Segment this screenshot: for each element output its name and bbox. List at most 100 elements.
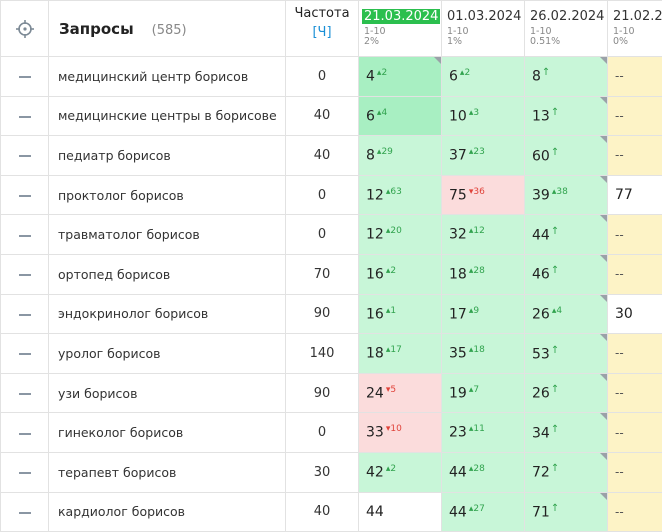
position-cell[interactable]: 8↑	[525, 57, 608, 97]
position-cell[interactable]: 12▴63	[359, 175, 442, 215]
position-value: --	[615, 346, 624, 360]
position-cell[interactable]: 6▴4	[359, 96, 442, 136]
query-text[interactable]: узи борисов	[49, 373, 286, 413]
position-value: --	[615, 386, 624, 400]
position-cell[interactable]: 17▴9	[442, 294, 525, 334]
frequency-unit-link[interactable]: [Ч]	[286, 25, 358, 40]
position-cell[interactable]: 12▴20	[359, 215, 442, 255]
position-value: 44	[449, 465, 467, 481]
position-cell[interactable]: 24▾5	[359, 373, 442, 413]
position-cell[interactable]: 39▴38	[525, 175, 608, 215]
position-cell[interactable]: --	[608, 215, 662, 255]
position-cell[interactable]: 19▴7	[442, 373, 525, 413]
position-cell[interactable]: 18▴17	[359, 334, 442, 374]
position-cell[interactable]: --	[608, 254, 662, 294]
delta-badge: ▴28	[469, 266, 485, 276]
position-value: 35	[449, 346, 467, 362]
position-cell[interactable]: 44↑	[525, 215, 608, 255]
position-cell[interactable]: 42▴2	[359, 452, 442, 492]
query-text[interactable]: медицинский центр борисов	[49, 57, 286, 97]
position-cell[interactable]: 53↑	[525, 334, 608, 374]
query-text[interactable]: гинеколог борисов	[49, 413, 286, 453]
position-cell[interactable]: --	[608, 413, 662, 453]
minus-icon[interactable]	[19, 393, 31, 395]
position-cell[interactable]: 60↑	[525, 136, 608, 176]
position-cell[interactable]: 23▴11	[442, 413, 525, 453]
position-cell[interactable]: --	[608, 373, 662, 413]
position-delta: 1	[390, 306, 396, 316]
position-cell[interactable]: 35▴18	[442, 334, 525, 374]
minus-icon[interactable]	[19, 195, 31, 197]
position-value: 19	[449, 385, 467, 401]
header-row: Запросы(585) Частота [Ч] 21.03.2024 1-10…	[1, 1, 662, 57]
minus-icon[interactable]	[19, 353, 31, 355]
minus-icon[interactable]	[19, 274, 31, 276]
position-cell[interactable]: 37▴23	[442, 136, 525, 176]
minus-icon[interactable]	[19, 512, 31, 514]
position-cell[interactable]: 34↑	[525, 413, 608, 453]
minus-icon[interactable]	[19, 433, 31, 435]
date-header-3[interactable]: 21.02.2024 1-100%	[608, 1, 662, 57]
position-cell[interactable]: 26▴4	[525, 294, 608, 334]
minus-icon[interactable]	[19, 76, 31, 78]
position-cell[interactable]: 77	[608, 175, 662, 215]
row-action-cell	[1, 294, 49, 334]
position-cell[interactable]: 13↑	[525, 96, 608, 136]
position-cell[interactable]: 75▾36	[442, 175, 525, 215]
minus-icon[interactable]	[19, 235, 31, 237]
query-text[interactable]: травматолог борисов	[49, 215, 286, 255]
query-text[interactable]: уролог борисов	[49, 334, 286, 374]
query-text[interactable]: проктолог борисов	[49, 175, 286, 215]
minus-icon[interactable]	[19, 314, 31, 316]
position-cell[interactable]: 33▾10	[359, 413, 442, 453]
position-value: 18	[449, 267, 467, 283]
arrow-up-icon: ↑	[551, 226, 559, 237]
position-cell[interactable]: 6▴2	[442, 57, 525, 97]
delta-badge: ▴3	[469, 108, 479, 118]
position-cell[interactable]: 8▴29	[359, 136, 442, 176]
query-text[interactable]: педиатр борисов	[49, 136, 286, 176]
position-value: 26	[532, 306, 550, 322]
date-label: 21.03.2024	[362, 9, 440, 24]
position-cell[interactable]: 26↑	[525, 373, 608, 413]
minus-icon[interactable]	[19, 116, 31, 118]
position-cell[interactable]: 32▴12	[442, 215, 525, 255]
position-cell[interactable]: 72↑	[525, 452, 608, 492]
position-cell[interactable]: 30	[608, 294, 662, 334]
minus-icon[interactable]	[19, 472, 31, 474]
frequency-header[interactable]: Частота [Ч]	[286, 1, 359, 57]
position-cell[interactable]: --	[608, 96, 662, 136]
query-text[interactable]: терапевт борисов	[49, 452, 286, 492]
position-cell[interactable]: --	[608, 136, 662, 176]
position-cell[interactable]: 16▴2	[359, 254, 442, 294]
position-cell[interactable]: --	[608, 57, 662, 97]
position-cell[interactable]: 4▴2	[359, 57, 442, 97]
query-text[interactable]: эндокринолог борисов	[49, 294, 286, 334]
crosshair-icon[interactable]	[16, 20, 34, 38]
row-action-cell	[1, 413, 49, 453]
position-cell[interactable]: 10▴3	[442, 96, 525, 136]
position-cell[interactable]: 16▴1	[359, 294, 442, 334]
query-text[interactable]: медицинские центры в борисове	[49, 96, 286, 136]
arrow-up-icon: ↑	[551, 424, 559, 435]
queries-header[interactable]: Запросы(585)	[49, 1, 286, 57]
position-value: 37	[449, 148, 467, 164]
position-cell[interactable]: 44▴28	[442, 452, 525, 492]
query-text[interactable]: ортопед борисов	[49, 254, 286, 294]
position-value: 8	[366, 148, 375, 164]
position-value: --	[615, 148, 624, 162]
position-value: --	[615, 426, 624, 440]
position-value: 13	[532, 109, 550, 125]
position-cell[interactable]: --	[608, 452, 662, 492]
position-delta: 28	[473, 266, 484, 276]
position-cell[interactable]: 18▴28	[442, 254, 525, 294]
minus-icon[interactable]	[19, 155, 31, 157]
frequency-value: 90	[286, 294, 359, 334]
position-value: 4	[366, 69, 375, 85]
position-cell[interactable]: --	[608, 334, 662, 374]
position-cell[interactable]: 46↑	[525, 254, 608, 294]
